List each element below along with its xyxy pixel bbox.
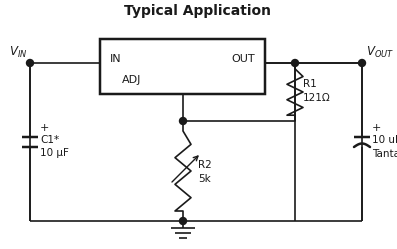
Text: 10 μF: 10 μF [40,148,69,158]
Text: ADJ: ADJ [122,75,141,85]
Text: IN: IN [110,54,121,63]
Circle shape [358,60,366,66]
Text: 121Ω: 121Ω [303,93,331,103]
Text: Typical Application: Typical Application [125,4,272,18]
Circle shape [291,60,299,66]
Text: $V_{IN}$: $V_{IN}$ [9,45,27,60]
Text: Tantalum: Tantalum [372,149,397,159]
Text: 5k: 5k [198,174,211,184]
Text: C1*: C1* [40,135,59,145]
Text: 10 uF: 10 uF [372,135,397,145]
Bar [100,39,265,94]
Text: R2: R2 [198,160,212,170]
Text: +: + [40,123,49,133]
Text: +: + [372,123,382,133]
Circle shape [179,118,187,124]
Circle shape [27,60,33,66]
Text: R1: R1 [303,79,317,89]
Text: $V_{OUT}$: $V_{OUT}$ [366,45,394,60]
Circle shape [179,217,187,225]
Text: OUT: OUT [231,54,255,63]
